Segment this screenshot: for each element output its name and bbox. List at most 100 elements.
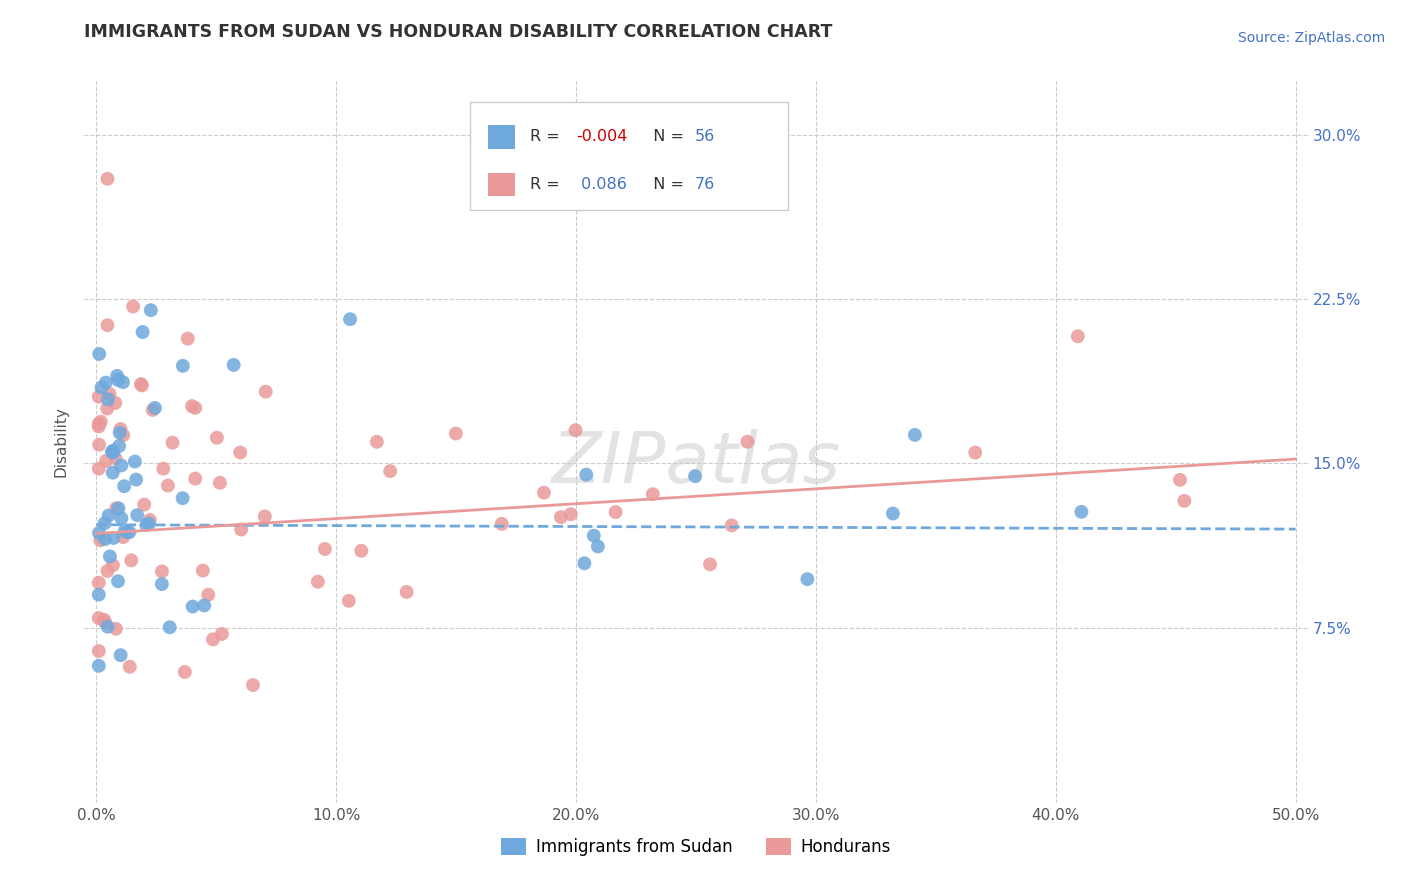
Point bbox=[796, 572, 818, 586]
Point bbox=[90, 415, 112, 429]
Text: 76: 76 bbox=[695, 178, 716, 192]
Point bbox=[181, 399, 204, 413]
Point bbox=[97, 508, 120, 523]
Point bbox=[229, 445, 252, 459]
Point bbox=[114, 524, 136, 538]
Point bbox=[395, 585, 418, 599]
Point bbox=[201, 632, 224, 647]
Text: ZIPatlas: ZIPatlas bbox=[551, 429, 841, 498]
Point bbox=[94, 615, 117, 630]
Point bbox=[162, 435, 184, 450]
Point bbox=[574, 556, 596, 570]
Point bbox=[101, 466, 124, 480]
Point bbox=[105, 501, 128, 516]
Point bbox=[110, 511, 132, 525]
Point bbox=[104, 622, 127, 636]
Point bbox=[1067, 329, 1090, 343]
Point bbox=[87, 575, 110, 590]
Point bbox=[582, 529, 605, 543]
Point bbox=[156, 478, 179, 492]
Point bbox=[87, 417, 110, 431]
Point bbox=[120, 553, 142, 567]
Point bbox=[115, 525, 138, 540]
Point bbox=[1070, 505, 1092, 519]
Point bbox=[93, 516, 115, 531]
Point bbox=[184, 472, 207, 486]
Text: R =: R = bbox=[530, 129, 564, 145]
Point bbox=[143, 401, 166, 415]
Point bbox=[550, 510, 572, 524]
Point bbox=[564, 423, 586, 437]
Point bbox=[107, 574, 129, 589]
Point bbox=[124, 454, 146, 468]
Text: R =: R = bbox=[530, 178, 564, 192]
Point bbox=[231, 523, 253, 537]
Point bbox=[560, 507, 582, 521]
Point bbox=[125, 473, 148, 487]
Point bbox=[142, 403, 165, 417]
Point bbox=[1168, 473, 1191, 487]
Point bbox=[87, 526, 110, 541]
Point bbox=[103, 531, 125, 545]
Point bbox=[139, 303, 162, 318]
Point bbox=[605, 505, 627, 519]
Bar bbox=[488, 173, 515, 196]
Point bbox=[122, 300, 145, 314]
Bar bbox=[488, 126, 515, 149]
Point bbox=[111, 375, 134, 389]
Point bbox=[586, 540, 609, 554]
Point bbox=[172, 491, 194, 506]
Point bbox=[683, 469, 706, 483]
Point bbox=[101, 446, 124, 460]
Point bbox=[208, 475, 231, 490]
Point bbox=[139, 513, 162, 527]
Point bbox=[177, 332, 200, 346]
Point bbox=[380, 464, 402, 478]
Point bbox=[87, 461, 110, 475]
Point bbox=[491, 516, 513, 531]
Point bbox=[108, 425, 131, 440]
Text: 0.086: 0.086 bbox=[576, 178, 627, 192]
Point bbox=[366, 434, 388, 449]
Point bbox=[87, 390, 110, 404]
FancyBboxPatch shape bbox=[470, 102, 787, 211]
Point bbox=[699, 558, 721, 572]
Point bbox=[87, 658, 110, 673]
Point bbox=[211, 627, 233, 641]
Point bbox=[118, 659, 141, 673]
Point bbox=[87, 644, 110, 658]
Point bbox=[131, 325, 153, 339]
Point bbox=[254, 384, 277, 399]
Point bbox=[97, 392, 120, 407]
Point bbox=[101, 444, 124, 458]
Point bbox=[108, 439, 131, 453]
Point bbox=[105, 368, 128, 383]
Point bbox=[720, 518, 742, 533]
Point bbox=[904, 428, 927, 442]
Point bbox=[172, 359, 194, 373]
Point bbox=[101, 444, 124, 458]
Y-axis label: Disability: Disability bbox=[53, 406, 69, 477]
Point bbox=[129, 377, 152, 392]
Point bbox=[882, 507, 904, 521]
Point bbox=[184, 401, 207, 415]
Point bbox=[93, 613, 115, 627]
Point bbox=[110, 648, 132, 662]
Point bbox=[110, 422, 132, 436]
Point bbox=[110, 458, 132, 473]
Text: -0.004: -0.004 bbox=[576, 129, 627, 145]
Point bbox=[87, 611, 110, 625]
Point bbox=[127, 508, 149, 522]
Point bbox=[98, 549, 121, 564]
Point bbox=[134, 498, 156, 512]
Point bbox=[242, 678, 264, 692]
Point bbox=[98, 387, 121, 401]
Point bbox=[191, 564, 214, 578]
Point bbox=[138, 516, 160, 531]
Point bbox=[314, 541, 336, 556]
Point bbox=[118, 525, 141, 540]
Point bbox=[350, 543, 373, 558]
Legend: Immigrants from Sudan, Hondurans: Immigrants from Sudan, Hondurans bbox=[494, 831, 898, 863]
Point bbox=[87, 588, 110, 602]
Point bbox=[96, 171, 118, 186]
